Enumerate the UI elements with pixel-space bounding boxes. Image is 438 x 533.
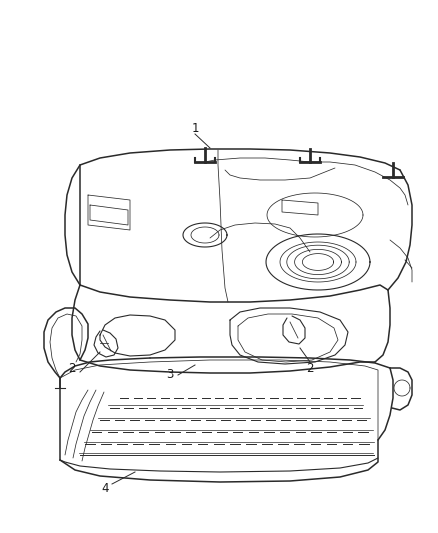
Text: 4: 4 [101, 481, 109, 495]
Text: 1: 1 [191, 122, 199, 134]
Text: 2: 2 [68, 361, 76, 375]
Text: 2: 2 [306, 361, 314, 375]
Text: 3: 3 [166, 368, 174, 382]
